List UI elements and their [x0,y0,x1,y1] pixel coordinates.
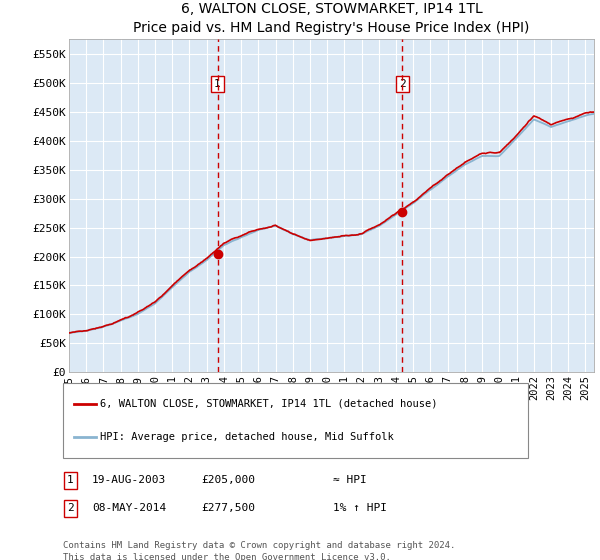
Text: 19-AUG-2003: 19-AUG-2003 [92,475,166,486]
Text: 2: 2 [399,79,406,89]
Title: 6, WALTON CLOSE, STOWMARKET, IP14 1TL
Price paid vs. HM Land Registry's House Pr: 6, WALTON CLOSE, STOWMARKET, IP14 1TL Pr… [133,2,530,35]
Text: 1: 1 [214,79,221,89]
Text: 6, WALTON CLOSE, STOWMARKET, IP14 1TL (detached house): 6, WALTON CLOSE, STOWMARKET, IP14 1TL (d… [100,399,438,409]
Text: HPI: Average price, detached house, Mid Suffolk: HPI: Average price, detached house, Mid … [100,432,394,442]
Text: 1% ↑ HPI: 1% ↑ HPI [333,503,387,514]
Text: 1: 1 [67,475,74,486]
Text: 08-MAY-2014: 08-MAY-2014 [92,503,166,514]
Text: ≈ HPI: ≈ HPI [333,475,367,486]
Text: £277,500: £277,500 [201,503,255,514]
Text: £205,000: £205,000 [201,475,255,486]
Text: 2: 2 [67,503,74,514]
Text: Contains HM Land Registry data © Crown copyright and database right 2024.
This d: Contains HM Land Registry data © Crown c… [63,541,455,560]
